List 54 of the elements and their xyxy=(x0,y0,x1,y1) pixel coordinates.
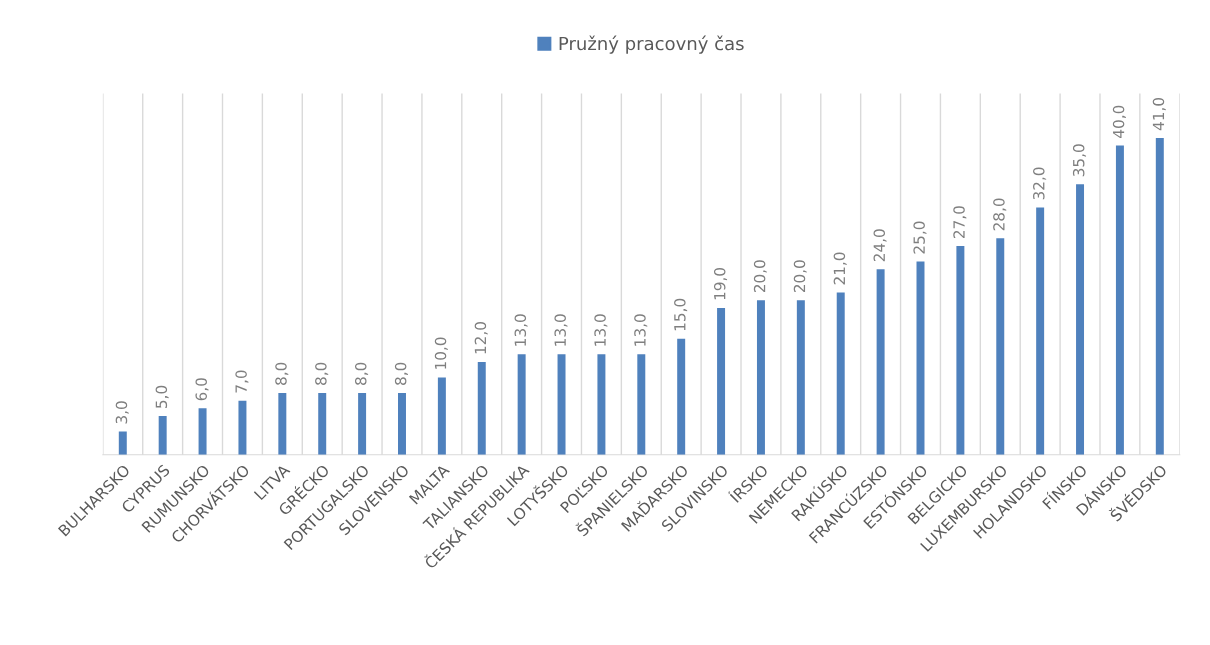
data-label: 32,0 xyxy=(1033,167,1047,200)
bar xyxy=(1155,137,1164,455)
data-label: 10,0 xyxy=(434,337,448,369)
data-label: 12,0 xyxy=(474,322,488,354)
bar xyxy=(477,361,486,455)
bar xyxy=(717,307,726,455)
bar xyxy=(996,238,1005,455)
bar xyxy=(118,431,127,455)
data-label: 35,0 xyxy=(1072,144,1087,177)
data-label: 24,0 xyxy=(873,229,887,262)
bar xyxy=(597,354,606,455)
bar xyxy=(278,392,287,455)
data-label: 40,0 xyxy=(1112,105,1126,138)
bar xyxy=(238,400,247,455)
bar xyxy=(796,300,805,455)
data-label: 3,0 xyxy=(115,401,129,424)
data-label: 27,0 xyxy=(953,206,967,239)
bar xyxy=(318,392,327,455)
data-label: 8,0 xyxy=(394,362,408,385)
bar xyxy=(1036,207,1045,455)
bar xyxy=(557,354,566,455)
bar xyxy=(398,392,406,455)
data-label: 19,0 xyxy=(713,267,728,300)
legend-label: Pružný pracovný čas xyxy=(559,35,744,54)
data-label: 15,0 xyxy=(674,298,688,331)
data-label: 7,0 xyxy=(235,370,249,393)
bar xyxy=(198,408,207,455)
data-label: 13,0 xyxy=(514,314,528,346)
bar xyxy=(358,392,367,455)
bar xyxy=(1115,145,1124,455)
data-label: 13,0 xyxy=(554,314,568,346)
data-label: 20,0 xyxy=(793,260,807,293)
bar xyxy=(876,269,885,455)
bar xyxy=(836,292,845,455)
data-label: 13,0 xyxy=(634,314,648,346)
data-label: 5,0 xyxy=(155,385,169,408)
data-label: 8,0 xyxy=(275,362,289,385)
data-label: 28,0 xyxy=(993,198,1007,231)
bar xyxy=(637,354,646,455)
data-label: 13,0 xyxy=(594,314,608,346)
bar xyxy=(517,354,526,455)
data-label: 6,0 xyxy=(195,378,209,401)
data-label: 8,0 xyxy=(354,362,369,385)
bar xyxy=(158,416,167,455)
bar xyxy=(677,338,686,455)
data-label: 41,0 xyxy=(1152,97,1166,131)
data-label: 20,0 xyxy=(753,260,767,293)
bar xyxy=(956,246,965,455)
data-label: 25,0 xyxy=(913,221,927,254)
data-label: 8,0 xyxy=(315,362,329,385)
data-label: 21,0 xyxy=(833,252,847,285)
bar xyxy=(756,300,765,455)
bar xyxy=(437,377,446,455)
bar xyxy=(1076,184,1085,455)
